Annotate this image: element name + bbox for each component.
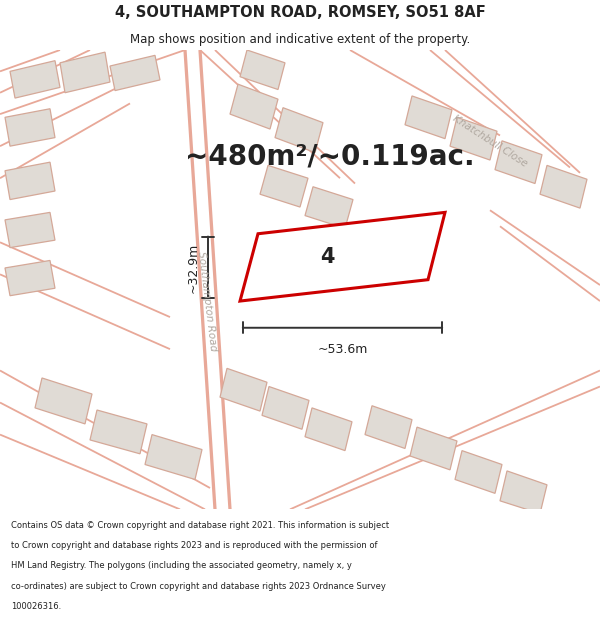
Polygon shape [275,107,323,152]
Text: 4, SOUTHAMPTON ROAD, ROMSEY, SO51 8AF: 4, SOUTHAMPTON ROAD, ROMSEY, SO51 8AF [115,5,485,20]
Polygon shape [240,213,445,301]
Polygon shape [260,166,308,207]
Polygon shape [90,410,147,454]
Text: Contains OS data © Crown copyright and database right 2021. This information is : Contains OS data © Crown copyright and d… [11,521,389,530]
Text: ~53.6m: ~53.6m [317,342,368,356]
Polygon shape [240,50,285,89]
Text: Southampton Road: Southampton Road [196,251,218,351]
Text: 4: 4 [320,247,335,267]
Text: HM Land Registry. The polygons (including the associated geometry, namely x, y: HM Land Registry. The polygons (includin… [11,561,352,571]
Text: ~480m²/~0.119ac.: ~480m²/~0.119ac. [185,143,475,171]
Polygon shape [5,109,55,146]
Polygon shape [230,84,278,129]
Polygon shape [450,118,497,160]
Polygon shape [5,213,55,248]
Polygon shape [262,386,309,429]
Text: 100026316.: 100026316. [11,602,61,611]
Text: Map shows position and indicative extent of the property.: Map shows position and indicative extent… [130,32,470,46]
Polygon shape [60,52,110,92]
Polygon shape [500,471,547,514]
Text: to Crown copyright and database rights 2023 and is reproduced with the permissio: to Crown copyright and database rights 2… [11,541,377,550]
Polygon shape [145,434,202,479]
Polygon shape [405,96,452,139]
Polygon shape [5,162,55,199]
Polygon shape [110,56,160,91]
Polygon shape [365,406,412,449]
Polygon shape [5,261,55,296]
Text: co-ordinates) are subject to Crown copyright and database rights 2023 Ordnance S: co-ordinates) are subject to Crown copyr… [11,582,386,591]
Polygon shape [35,378,92,424]
Polygon shape [10,61,60,98]
Polygon shape [305,408,352,451]
Polygon shape [410,427,457,470]
Polygon shape [305,187,353,228]
Text: Knatchbull Close: Knatchbull Close [451,113,529,169]
Polygon shape [540,166,587,208]
Polygon shape [455,451,502,493]
Polygon shape [495,141,542,184]
Text: ~32.9m: ~32.9m [187,242,200,292]
Polygon shape [220,368,267,411]
